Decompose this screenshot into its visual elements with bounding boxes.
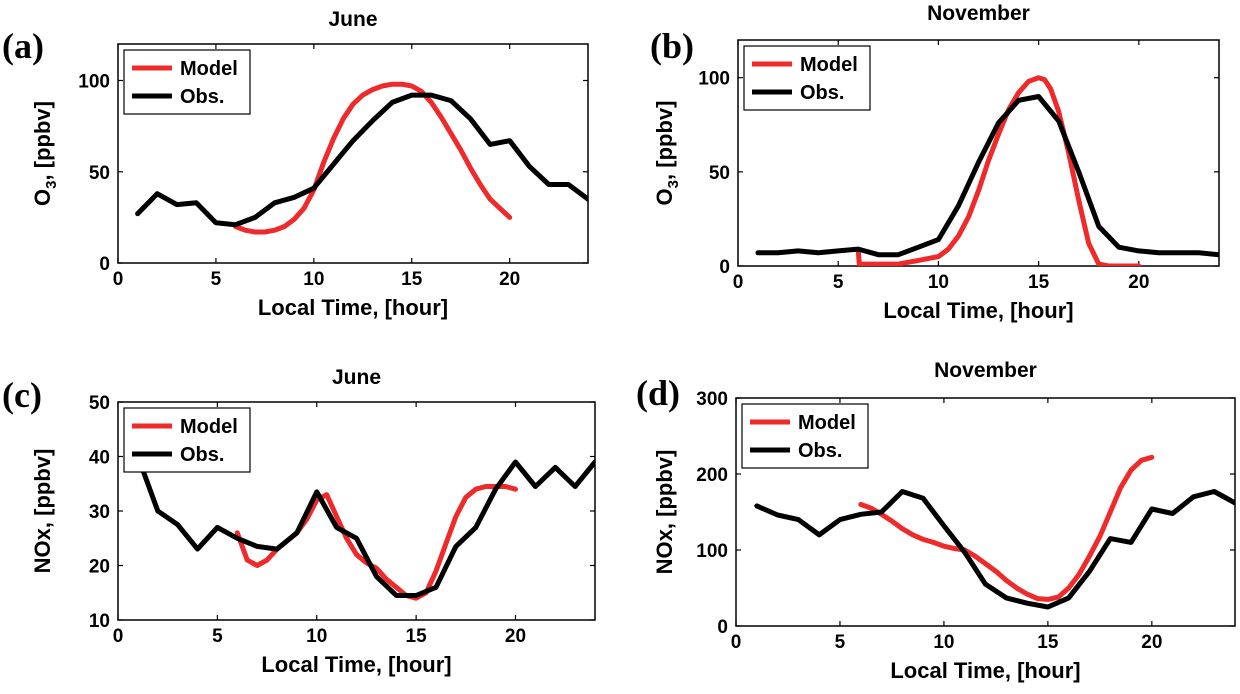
x-tick-label: 10 [928, 272, 949, 293]
chart-title: November [927, 2, 1030, 25]
y-tick-label: 100 [696, 541, 728, 562]
y-tick-label: 0 [99, 254, 110, 275]
y-axis-label: NOx, [ppbv] [652, 450, 677, 575]
x-tick-label: 15 [406, 626, 428, 647]
x-tick-label: 5 [212, 626, 223, 647]
y-tick-label: 40 [89, 448, 110, 469]
y-tick-label: 10 [89, 611, 110, 632]
legend-label: Obs. [798, 440, 842, 462]
chart-title: June [328, 8, 377, 31]
legend: Model Obs. [741, 403, 869, 469]
x-tick-label: 0 [113, 269, 124, 290]
x-tick-label: 15 [401, 269, 423, 290]
y-axis-label-subscript: 3 [665, 180, 682, 188]
panel-label: (d) [636, 373, 680, 413]
legend-label: Obs. [180, 86, 224, 108]
x-tick-label: 20 [1128, 272, 1149, 293]
x-tick-label: 15 [1028, 272, 1050, 293]
legend-label: Model [798, 412, 856, 434]
legend: Model Obs. [123, 49, 251, 115]
y-axis-label-unit: , [ppbv] [652, 101, 677, 180]
series-line-obs [754, 489, 1235, 610]
chart-panel-d: 0 5 10 15 200100200300ModelObs.(d)NovemberLo… [636, 359, 1236, 683]
x-tick-label: 0 [733, 272, 744, 293]
y-tick-label: 300 [696, 389, 728, 410]
y-tick-label: 20 [89, 557, 110, 578]
chart-title: November [934, 359, 1037, 382]
x-tick-label: 0 [113, 626, 124, 647]
legend-label: Obs. [800, 82, 844, 104]
legend-box [741, 403, 869, 469]
y-tick-label: 100 [78, 72, 110, 93]
y-axis-label-main: O [30, 189, 55, 206]
y-tick-label: 50 [89, 393, 110, 414]
x-axis-label: Local Time, [hour] [883, 298, 1073, 323]
x-axis-label: Local Time, [hour] [258, 295, 448, 320]
x-tick-label: 5 [833, 272, 844, 293]
y-axis-label-subscript: 3 [43, 180, 60, 188]
x-tick-label: 5 [835, 632, 846, 653]
x-tick-label: 20 [499, 269, 520, 290]
legend-label: Model [180, 416, 238, 438]
y-tick-label: 0 [717, 617, 728, 638]
x-tick-label: 0 [731, 632, 742, 653]
y-tick-label: 30 [89, 502, 110, 523]
legend-box [123, 407, 251, 473]
chart-panel-b: 0 5 10 15 20 0 50 100 Model Obs. (b) November Local … [650, 2, 1220, 323]
x-tick-label: 15 [1037, 632, 1059, 653]
legend-label: Obs. [180, 444, 224, 466]
y-axis-label-main: O [652, 188, 677, 205]
legend: Model Obs. [123, 407, 251, 473]
y-tick-label: 200 [696, 465, 728, 486]
series-line-model [233, 81, 513, 235]
y-tick-label: 0 [719, 257, 730, 278]
x-tick-label: 10 [303, 269, 324, 290]
series-line-obs [135, 454, 595, 598]
x-tick-label: 20 [505, 626, 526, 647]
x-tick-label: 10 [933, 632, 954, 653]
panel-label: (b) [650, 26, 694, 66]
series-line-model [858, 454, 1155, 602]
legend-label: Model [180, 58, 238, 80]
x-axis-label: Local Time, [hour] [261, 652, 451, 677]
y-axis-label: O3, [ppbv] [30, 101, 60, 206]
chart-panel-a: 0 5 10 15 20 0 50 100 Model Obs. (a) June Local Time… [2, 8, 589, 320]
series-line-obs [135, 92, 588, 228]
series-line-obs [755, 94, 1219, 258]
chart-panel-c: 0 5 10 15 20 10 20 30 40 50 Model Obs. (c) June Local … [2, 366, 596, 677]
y-tick-label: 50 [89, 163, 110, 184]
legend-box [123, 49, 251, 115]
legend-box [743, 45, 871, 111]
panel-label: (c) [2, 375, 42, 415]
x-tick-label: 5 [211, 269, 222, 290]
chart-title: June [332, 366, 381, 389]
x-axis-label: Local Time, [hour] [890, 658, 1080, 683]
panel-label: (a) [2, 26, 44, 66]
series-line-model [855, 75, 1142, 266]
y-axis-label-unit: , [ppbv] [30, 101, 55, 180]
x-tick-label: 10 [306, 626, 327, 647]
y-tick-label: 100 [698, 69, 730, 90]
legend: Model Obs. [743, 45, 871, 111]
y-axis-label: O3, [ppbv] [652, 101, 682, 206]
y-tick-label: 50 [709, 163, 730, 184]
x-tick-label: 20 [1141, 632, 1162, 653]
legend-label: Model [800, 54, 858, 76]
y-axis-label: NOx, [ppbv] [30, 449, 55, 574]
